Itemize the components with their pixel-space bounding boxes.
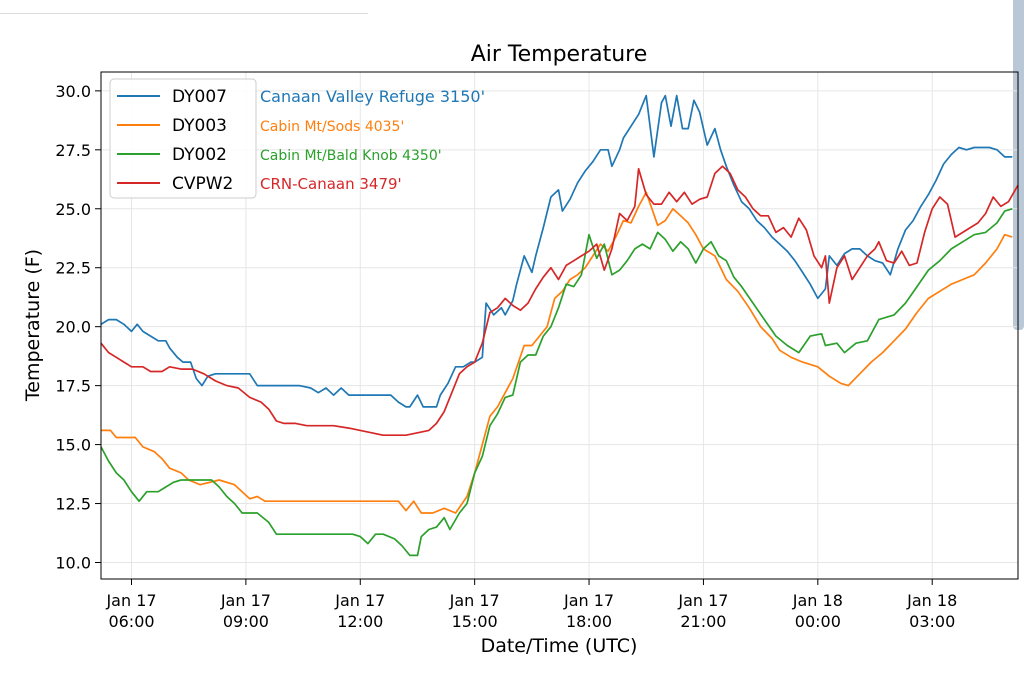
plot-frame [100,71,1019,580]
x-tick-date: Jan 17 [677,591,728,610]
y-axis-label: Temperature (F) [22,249,44,402]
x-tick-date: Jan 17 [563,591,614,610]
axis-ticks: 10.0 12.5 15.0 17.5 20.0 22.5 25.0 27.5 30.0 Jan … [55,82,957,631]
chart-title: Air Temperature [471,42,648,67]
series-line-dy007 [100,94,1013,408]
x-tick-date: Jan 17 [334,591,385,610]
y-tick-label: 15.0 [55,436,91,455]
legend-label: DY002 [172,145,227,165]
y-tick-label: 30.0 [55,82,91,101]
y-tick-label: 27.5 [55,141,91,160]
legend-label: DY003 [172,116,227,136]
x-tick-time: 00:00 [795,612,841,631]
x-tick-time: 15:00 [452,612,498,631]
legend-station-annotation: Cabin Mt/Sods 4035' [260,119,404,135]
y-tick-label: 22.5 [55,259,91,278]
series-line-dy002 [100,207,1013,557]
legend: DY007 Canaan Valley Refuge 3150' DY003 Cabi… [109,78,485,199]
y-tick-label: 12.5 [55,495,91,514]
legend-station-annotation: Canaan Valley Refuge 3150' [260,87,485,106]
legend-station-annotation: CRN-Canaan 3479' [260,175,402,193]
series-line-cvpw2 [100,165,1019,437]
x-axis-label: Date/Time (UTC) [481,635,638,657]
legend-label: DY007 [172,87,227,107]
y-tick-label: 20.0 [55,318,91,337]
x-tick-date: Jan 18 [792,591,843,610]
y-tick-label: 25.0 [55,200,91,219]
x-tick-time: 18:00 [566,612,612,631]
y-tick-label: 17.5 [55,377,91,396]
legend-label: CVPW2 [172,174,233,194]
x-tick-time: 12:00 [337,612,383,631]
legend-box [109,78,257,199]
x-tick-time: 09:00 [223,612,269,631]
x-tick-date: Jan 18 [906,591,957,610]
x-tick-date: Jan 17 [105,591,156,610]
x-tick-time: 06:00 [108,612,154,631]
legend-station-annotation: Cabin Mt/Bald Knob 4350' [260,148,442,164]
y-tick-label: 10.0 [55,553,91,572]
grid [101,72,1018,579]
x-tick-time: 03:00 [909,612,955,631]
x-tick-time: 21:00 [680,612,726,631]
series-line-dy003 [101,191,1013,514]
x-tick-date: Jan 17 [220,591,271,610]
series-lines [100,94,1019,557]
top-divider [0,13,368,14]
x-tick-date: Jan 17 [449,591,500,610]
